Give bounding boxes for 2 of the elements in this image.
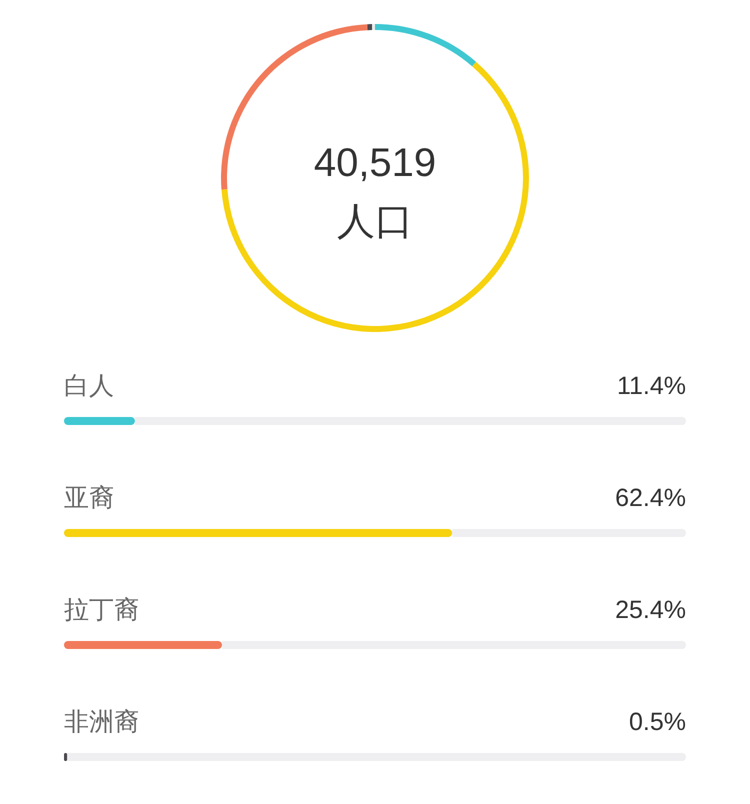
annotation: 人口: [337, 201, 413, 243]
annotation: 40,519: [314, 141, 436, 185]
